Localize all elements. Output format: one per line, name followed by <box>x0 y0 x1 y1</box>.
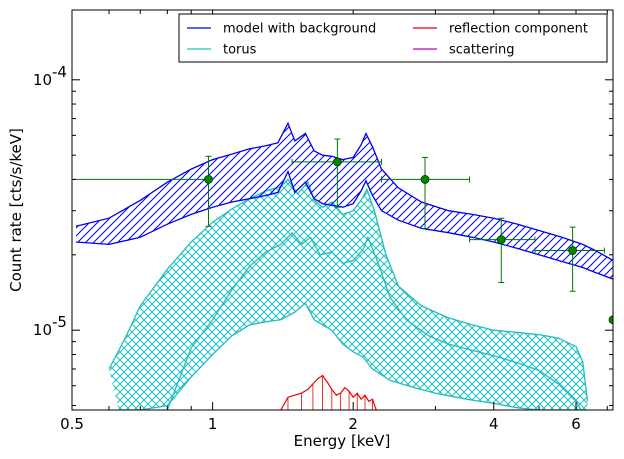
torus-lower-line <box>118 302 588 410</box>
legend-label: reflection component <box>449 22 588 37</box>
legend-label: scattering <box>449 43 515 58</box>
torus-middle-line <box>166 231 582 410</box>
plot-area <box>72 121 613 410</box>
model-band <box>76 123 613 280</box>
data-marker <box>332 157 342 167</box>
axes: 0.5 1 2 4 610-510-4 <box>33 9 614 433</box>
data-marker <box>204 175 213 184</box>
torus-upper-line <box>108 178 589 402</box>
data-marker <box>496 235 506 245</box>
y-axis-label: Count rate [cts/s/keV] <box>7 128 25 292</box>
torus-band <box>109 179 588 410</box>
data-point <box>72 155 213 227</box>
y-tick-label: 10 <box>33 321 52 339</box>
data-marker <box>568 246 578 255</box>
data-point <box>291 138 383 208</box>
y-tick-exponent: -4 <box>52 63 67 81</box>
data-marker <box>420 175 430 184</box>
legend-label: model with background <box>223 22 376 37</box>
x-tick-label: 2 <box>348 415 358 433</box>
model-lower-line <box>75 169 613 280</box>
legend-entry: model with background <box>187 22 376 37</box>
plot-frame <box>71 9 614 411</box>
y-tick-label: 10 <box>33 71 52 89</box>
x-tick-label: 0.5 <box>60 415 84 433</box>
x-axis-label: Energy [keV] <box>294 432 391 450</box>
legend-box <box>178 13 608 63</box>
data-point <box>608 315 613 325</box>
data-point <box>534 226 605 292</box>
data-marker <box>608 315 613 325</box>
x-tick-label: 6 <box>571 415 581 433</box>
data-point <box>381 156 471 229</box>
legend-entry: torus <box>187 43 257 58</box>
model-upper-line <box>75 121 613 261</box>
legend: model with background reflection componen… <box>178 13 608 63</box>
y-tick-exponent: -5 <box>52 313 67 331</box>
legend-label: torus <box>223 43 257 58</box>
x-tick-label: 1 <box>208 415 218 433</box>
legend-entry: scattering <box>413 43 515 58</box>
reflection-line <box>280 374 377 410</box>
x-tick-label: 4 <box>489 415 499 433</box>
legend-entry: reflection component <box>413 22 588 37</box>
data-point <box>469 217 536 284</box>
